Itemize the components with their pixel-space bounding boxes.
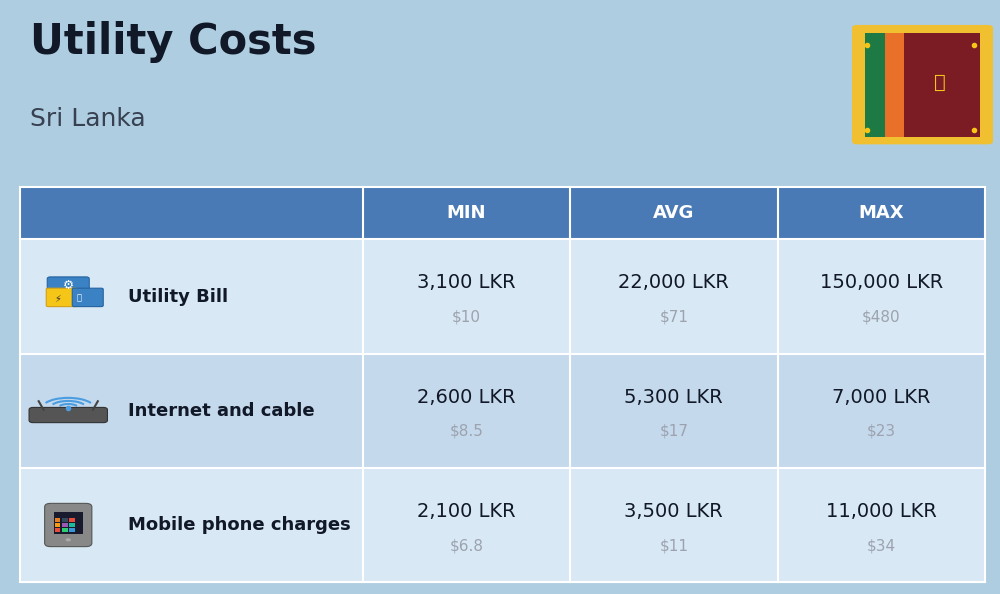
Text: MIN: MIN	[447, 204, 486, 222]
Text: Utility Costs: Utility Costs	[30, 21, 316, 62]
Bar	[865, 33, 980, 137]
Bar	[20, 239, 985, 353]
FancyBboxPatch shape	[852, 25, 993, 144]
FancyBboxPatch shape	[47, 277, 89, 295]
Text: $11: $11	[659, 538, 688, 553]
Text: 7,000 LKR: 7,000 LKR	[832, 387, 931, 406]
Bar	[69, 523, 75, 527]
Text: 150,000 LKR: 150,000 LKR	[820, 273, 943, 292]
Text: 3,500 LKR: 3,500 LKR	[624, 502, 723, 521]
Bar	[62, 518, 68, 522]
Bar	[55, 523, 60, 527]
Circle shape	[66, 538, 71, 541]
Text: $71: $71	[659, 309, 688, 324]
Text: Sri Lanka: Sri Lanka	[30, 107, 146, 131]
Text: $34: $34	[867, 538, 896, 553]
Text: $6.8: $6.8	[449, 538, 483, 553]
Text: 3,100 LKR: 3,100 LKR	[417, 273, 516, 292]
Text: Utility Bill: Utility Bill	[128, 287, 229, 305]
Text: ⚙: ⚙	[63, 279, 74, 292]
Bar	[54, 512, 83, 535]
Text: $10: $10	[452, 309, 481, 324]
Bar	[570, 187, 778, 239]
Bar	[20, 468, 985, 582]
Text: 2,100 LKR: 2,100 LKR	[417, 502, 516, 521]
Bar	[778, 187, 985, 239]
Text: MAX: MAX	[858, 204, 904, 222]
Bar	[20, 187, 985, 582]
Bar	[62, 527, 68, 532]
Text: 11,000 LKR: 11,000 LKR	[826, 502, 937, 521]
Text: ⚡: ⚡	[54, 293, 61, 304]
Bar	[55, 518, 60, 522]
Text: 5,300 LKR: 5,300 LKR	[624, 387, 723, 406]
Text: 💧: 💧	[76, 294, 81, 303]
Bar	[865, 33, 885, 137]
Bar	[885, 33, 904, 137]
FancyBboxPatch shape	[46, 288, 77, 307]
Text: 🦁: 🦁	[934, 73, 946, 92]
Text: Mobile phone charges: Mobile phone charges	[128, 516, 351, 534]
Bar	[55, 527, 60, 532]
Text: $17: $17	[659, 424, 688, 439]
Text: $8.5: $8.5	[449, 424, 483, 439]
Bar	[62, 523, 68, 527]
Bar	[20, 353, 985, 468]
Text: Internet and cable: Internet and cable	[128, 402, 315, 420]
Text: 2,600 LKR: 2,600 LKR	[417, 387, 516, 406]
FancyBboxPatch shape	[72, 288, 103, 307]
Bar	[20, 187, 363, 239]
Text: 22,000 LKR: 22,000 LKR	[618, 273, 729, 292]
Text: $480: $480	[862, 309, 901, 324]
Bar	[69, 518, 75, 522]
Bar	[363, 187, 570, 239]
FancyBboxPatch shape	[45, 503, 92, 546]
Text: AVG: AVG	[653, 204, 694, 222]
FancyBboxPatch shape	[29, 407, 107, 423]
Text: $23: $23	[867, 424, 896, 439]
Bar	[69, 527, 75, 532]
